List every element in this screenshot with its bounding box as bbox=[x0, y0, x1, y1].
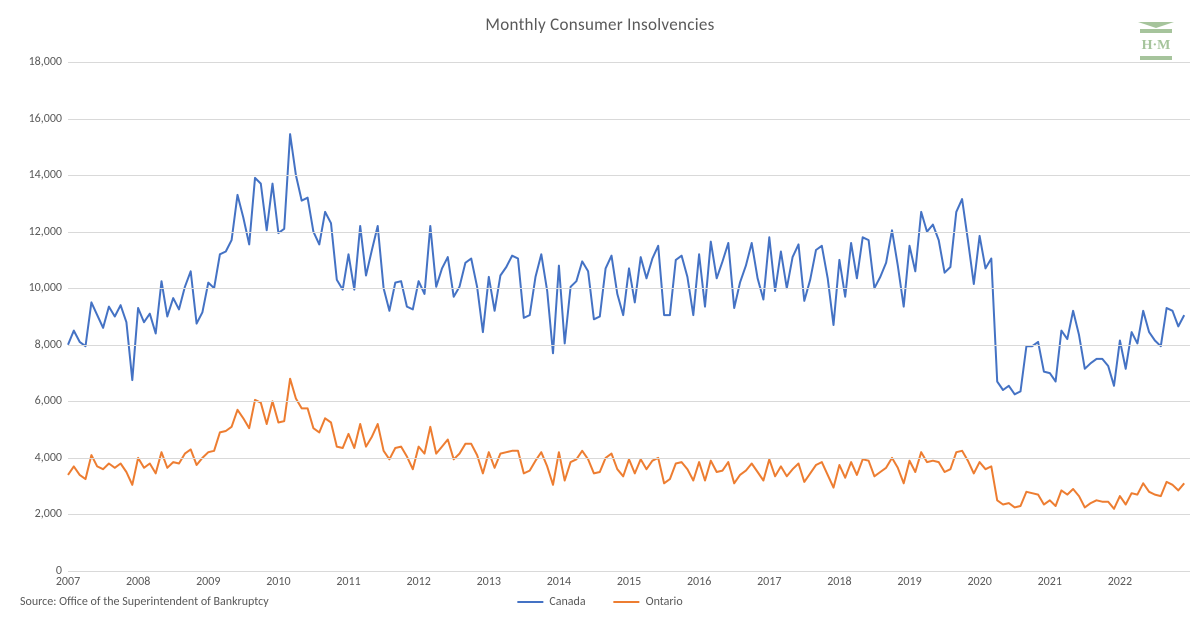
x-axis-label: 2009 bbox=[196, 575, 220, 589]
x-axis-label: 2015 bbox=[617, 575, 641, 589]
gridline bbox=[68, 345, 1190, 346]
x-axis-label: 2021 bbox=[1038, 575, 1062, 589]
y-axis-label: 10,000 bbox=[18, 281, 62, 295]
y-axis-label: 16,000 bbox=[18, 112, 62, 126]
hm-logo: H·M bbox=[1134, 22, 1178, 62]
x-axis-label: 2016 bbox=[687, 575, 711, 589]
x-axis-label: 2022 bbox=[1108, 575, 1132, 589]
x-axis-label: 2014 bbox=[547, 575, 571, 589]
legend-item-ontario: Ontario bbox=[614, 595, 683, 609]
source-label: Source: Office of the Superintendent of … bbox=[20, 595, 269, 609]
legend-swatch-canada bbox=[517, 601, 543, 603]
y-axis-label: 18,000 bbox=[18, 55, 62, 69]
y-axis-label: 6,000 bbox=[18, 394, 62, 408]
x-axis-label: 2017 bbox=[757, 575, 781, 589]
gridline bbox=[68, 288, 1190, 289]
gridline bbox=[68, 401, 1190, 402]
gridline bbox=[68, 458, 1190, 459]
gridline bbox=[68, 62, 1190, 63]
chart-title: Monthly Consumer Insolvencies bbox=[10, 14, 1190, 35]
legend-label-ontario: Ontario bbox=[646, 595, 683, 609]
y-axis-label: 12,000 bbox=[18, 225, 62, 239]
plot-area: 02,0004,0006,0008,00010,00012,00014,0001… bbox=[68, 62, 1190, 572]
y-axis-label: 2,000 bbox=[18, 507, 62, 521]
chart-container: Monthly Consumer Insolvencies H·M 02,000… bbox=[10, 10, 1190, 615]
x-axis-label: 2011 bbox=[336, 575, 360, 589]
svg-text:H·M: H·M bbox=[1142, 38, 1171, 53]
x-axis-label: 2008 bbox=[126, 575, 150, 589]
gridline bbox=[68, 119, 1190, 120]
x-axis-label: 2007 bbox=[56, 575, 80, 589]
x-axis-label: 2012 bbox=[406, 575, 430, 589]
x-axis-label: 2020 bbox=[967, 575, 991, 589]
x-axis-label: 2010 bbox=[266, 575, 290, 589]
series-line-ontario bbox=[68, 379, 1184, 509]
legend: Canada Ontario bbox=[517, 595, 682, 609]
legend-item-canada: Canada bbox=[517, 595, 585, 609]
legend-swatch-ontario bbox=[614, 601, 640, 603]
x-axis-label: 2018 bbox=[827, 575, 851, 589]
gridline bbox=[68, 232, 1190, 233]
x-axis-label: 2019 bbox=[897, 575, 921, 589]
y-axis-label: 14,000 bbox=[18, 168, 62, 182]
y-axis-label: 8,000 bbox=[18, 338, 62, 352]
chart-svg bbox=[68, 62, 1190, 571]
series-line-canada bbox=[68, 134, 1184, 394]
x-axis-label: 2013 bbox=[477, 575, 501, 589]
gridline bbox=[68, 175, 1190, 176]
legend-label-canada: Canada bbox=[549, 595, 585, 609]
gridline bbox=[68, 514, 1190, 515]
y-axis-label: 4,000 bbox=[18, 451, 62, 465]
